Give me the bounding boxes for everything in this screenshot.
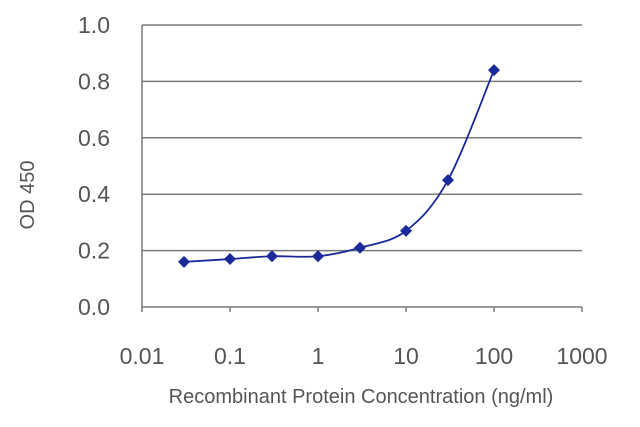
y-tick-label: 1.0: [78, 12, 110, 38]
data-point: [265, 250, 278, 263]
x-tick-label: 0.1: [214, 343, 246, 369]
data-point: [400, 224, 412, 237]
y-tick-label: 0.8: [78, 68, 110, 94]
data-point: [488, 64, 500, 77]
x-tick-labels: 0.01 0.1 1 10 100 1000: [120, 307, 608, 369]
x-tick-label: 10: [393, 343, 419, 369]
data-point: [177, 255, 190, 268]
data-point: [353, 241, 366, 254]
gridlines: [142, 24, 582, 252]
x-axis-label: Recombinant Protein Concentration (ng/ml…: [169, 386, 554, 408]
data-point: [312, 250, 324, 263]
series-line: [183, 69, 495, 263]
y-tick-labels: 0.0 0.2 0.4 0.6 0.8 1.0: [78, 12, 110, 320]
series: [177, 64, 500, 268]
data-point: [224, 253, 236, 266]
data-point: [441, 174, 454, 187]
x-tick-label: 100: [475, 343, 513, 369]
x-tick-label: 1000: [556, 343, 607, 369]
y-tick-label: 0.0: [78, 294, 110, 320]
x-tick-label: 1: [312, 343, 325, 369]
axes: [141, 25, 582, 308]
x-tick-label: 0.01: [120, 343, 165, 369]
y-tick-label: 0.4: [78, 181, 110, 207]
y-tick-label: 0.2: [78, 238, 110, 264]
y-axis-label: OD 450: [17, 161, 39, 230]
y-tick-label: 0.6: [78, 125, 110, 151]
